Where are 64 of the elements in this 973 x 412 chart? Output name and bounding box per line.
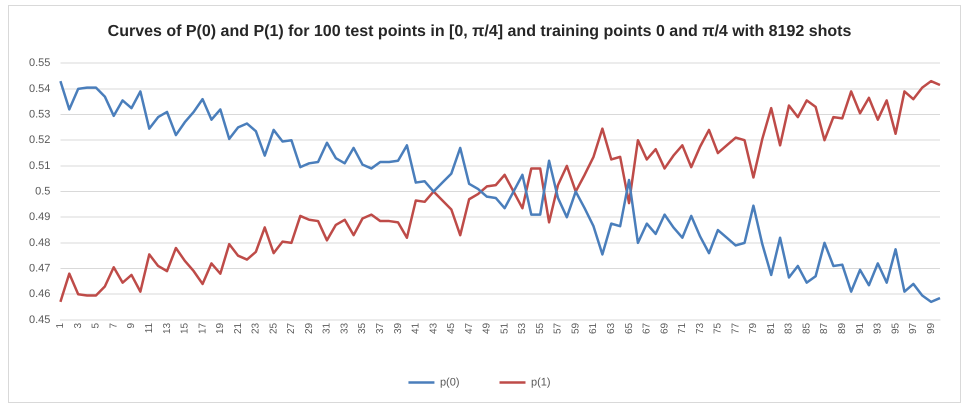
- y-tick-label: 0.51: [28, 160, 50, 172]
- x-tick-label: 67: [642, 322, 653, 334]
- x-tick-label: 55: [534, 322, 546, 334]
- y-tick-label: 0.55: [28, 57, 50, 70]
- x-tick-label: 37: [375, 322, 386, 334]
- x-tick-label: 97: [908, 322, 920, 334]
- x-tick-label: 65: [624, 322, 635, 334]
- x-tick-label: 53: [517, 322, 528, 334]
- x-tick-label: 9: [126, 322, 138, 328]
- chart-title: Curves of P(0) and P(1) for 100 test points in [0, π/4] and training points 0 and π/4 with 8192 shots: [108, 23, 852, 40]
- x-tick-label: 73: [694, 322, 706, 334]
- x-tick-label: 43: [428, 322, 440, 334]
- y-tick-label: 0.46: [28, 288, 50, 300]
- x-tick-label: 33: [339, 322, 350, 334]
- x-tick-label: 93: [872, 322, 884, 334]
- x-tick-label: 13: [162, 322, 173, 334]
- x-tick-label: 79: [748, 322, 760, 334]
- x-tick-label: 99: [926, 322, 937, 334]
- y-tick-label: 0.5: [35, 186, 50, 198]
- x-tick-label: 15: [180, 322, 191, 334]
- y-tick-label: 0.45: [28, 314, 50, 326]
- x-tick-label: 77: [730, 322, 742, 334]
- x-tick-label: 51: [499, 322, 510, 334]
- x-tick-label: 17: [197, 322, 208, 334]
- x-tick-label: 91: [854, 322, 866, 334]
- x-tick-label: 69: [659, 322, 670, 334]
- x-tick-label: 47: [464, 322, 475, 334]
- y-tick-label: 0.47: [28, 262, 50, 275]
- x-tick-label: 23: [250, 322, 262, 334]
- x-tick-label: 11: [144, 322, 156, 334]
- x-tick-label: 89: [837, 322, 848, 334]
- legend-label: p(1): [531, 376, 551, 389]
- x-tick-label: 57: [552, 322, 564, 334]
- x-tick-label: 3: [72, 322, 84, 328]
- x-tick-label: 31: [322, 322, 333, 334]
- x-tick-label: 87: [819, 322, 830, 334]
- y-tick-label: 0.53: [28, 108, 50, 121]
- x-tick-label: 39: [392, 322, 404, 334]
- y-tick-label: 0.49: [28, 211, 50, 224]
- x-tick-label: 19: [215, 322, 226, 334]
- x-tick-label: 61: [588, 322, 600, 334]
- x-tick-label: 27: [286, 322, 298, 334]
- x-tick-label: 1: [55, 322, 66, 328]
- y-tick-label: 0.52: [28, 134, 50, 146]
- x-tick-label: 5: [90, 322, 102, 328]
- x-tick-label: 25: [268, 322, 280, 334]
- x-tick-label: 21: [232, 322, 244, 334]
- y-tick-label: 0.48: [28, 236, 50, 249]
- x-tick-label: 35: [357, 322, 368, 334]
- x-tick-label: 81: [766, 322, 777, 334]
- y-tick-label: 0.54: [28, 82, 50, 95]
- legend-label: p(0): [440, 376, 460, 389]
- x-tick-label: 83: [784, 322, 795, 334]
- x-tick-label: 85: [801, 322, 812, 334]
- x-tick-label: 59: [570, 322, 582, 334]
- x-tick-label: 29: [304, 322, 315, 334]
- x-tick-label: 71: [677, 322, 688, 334]
- x-tick-label: 41: [410, 322, 422, 334]
- x-tick-label: 49: [482, 322, 493, 334]
- x-tick-label: 75: [712, 322, 724, 334]
- x-tick-label: 45: [446, 322, 458, 334]
- x-tick-label: 63: [606, 322, 618, 334]
- x-tick-label: 95: [890, 322, 902, 334]
- x-tick-label: 7: [108, 322, 120, 328]
